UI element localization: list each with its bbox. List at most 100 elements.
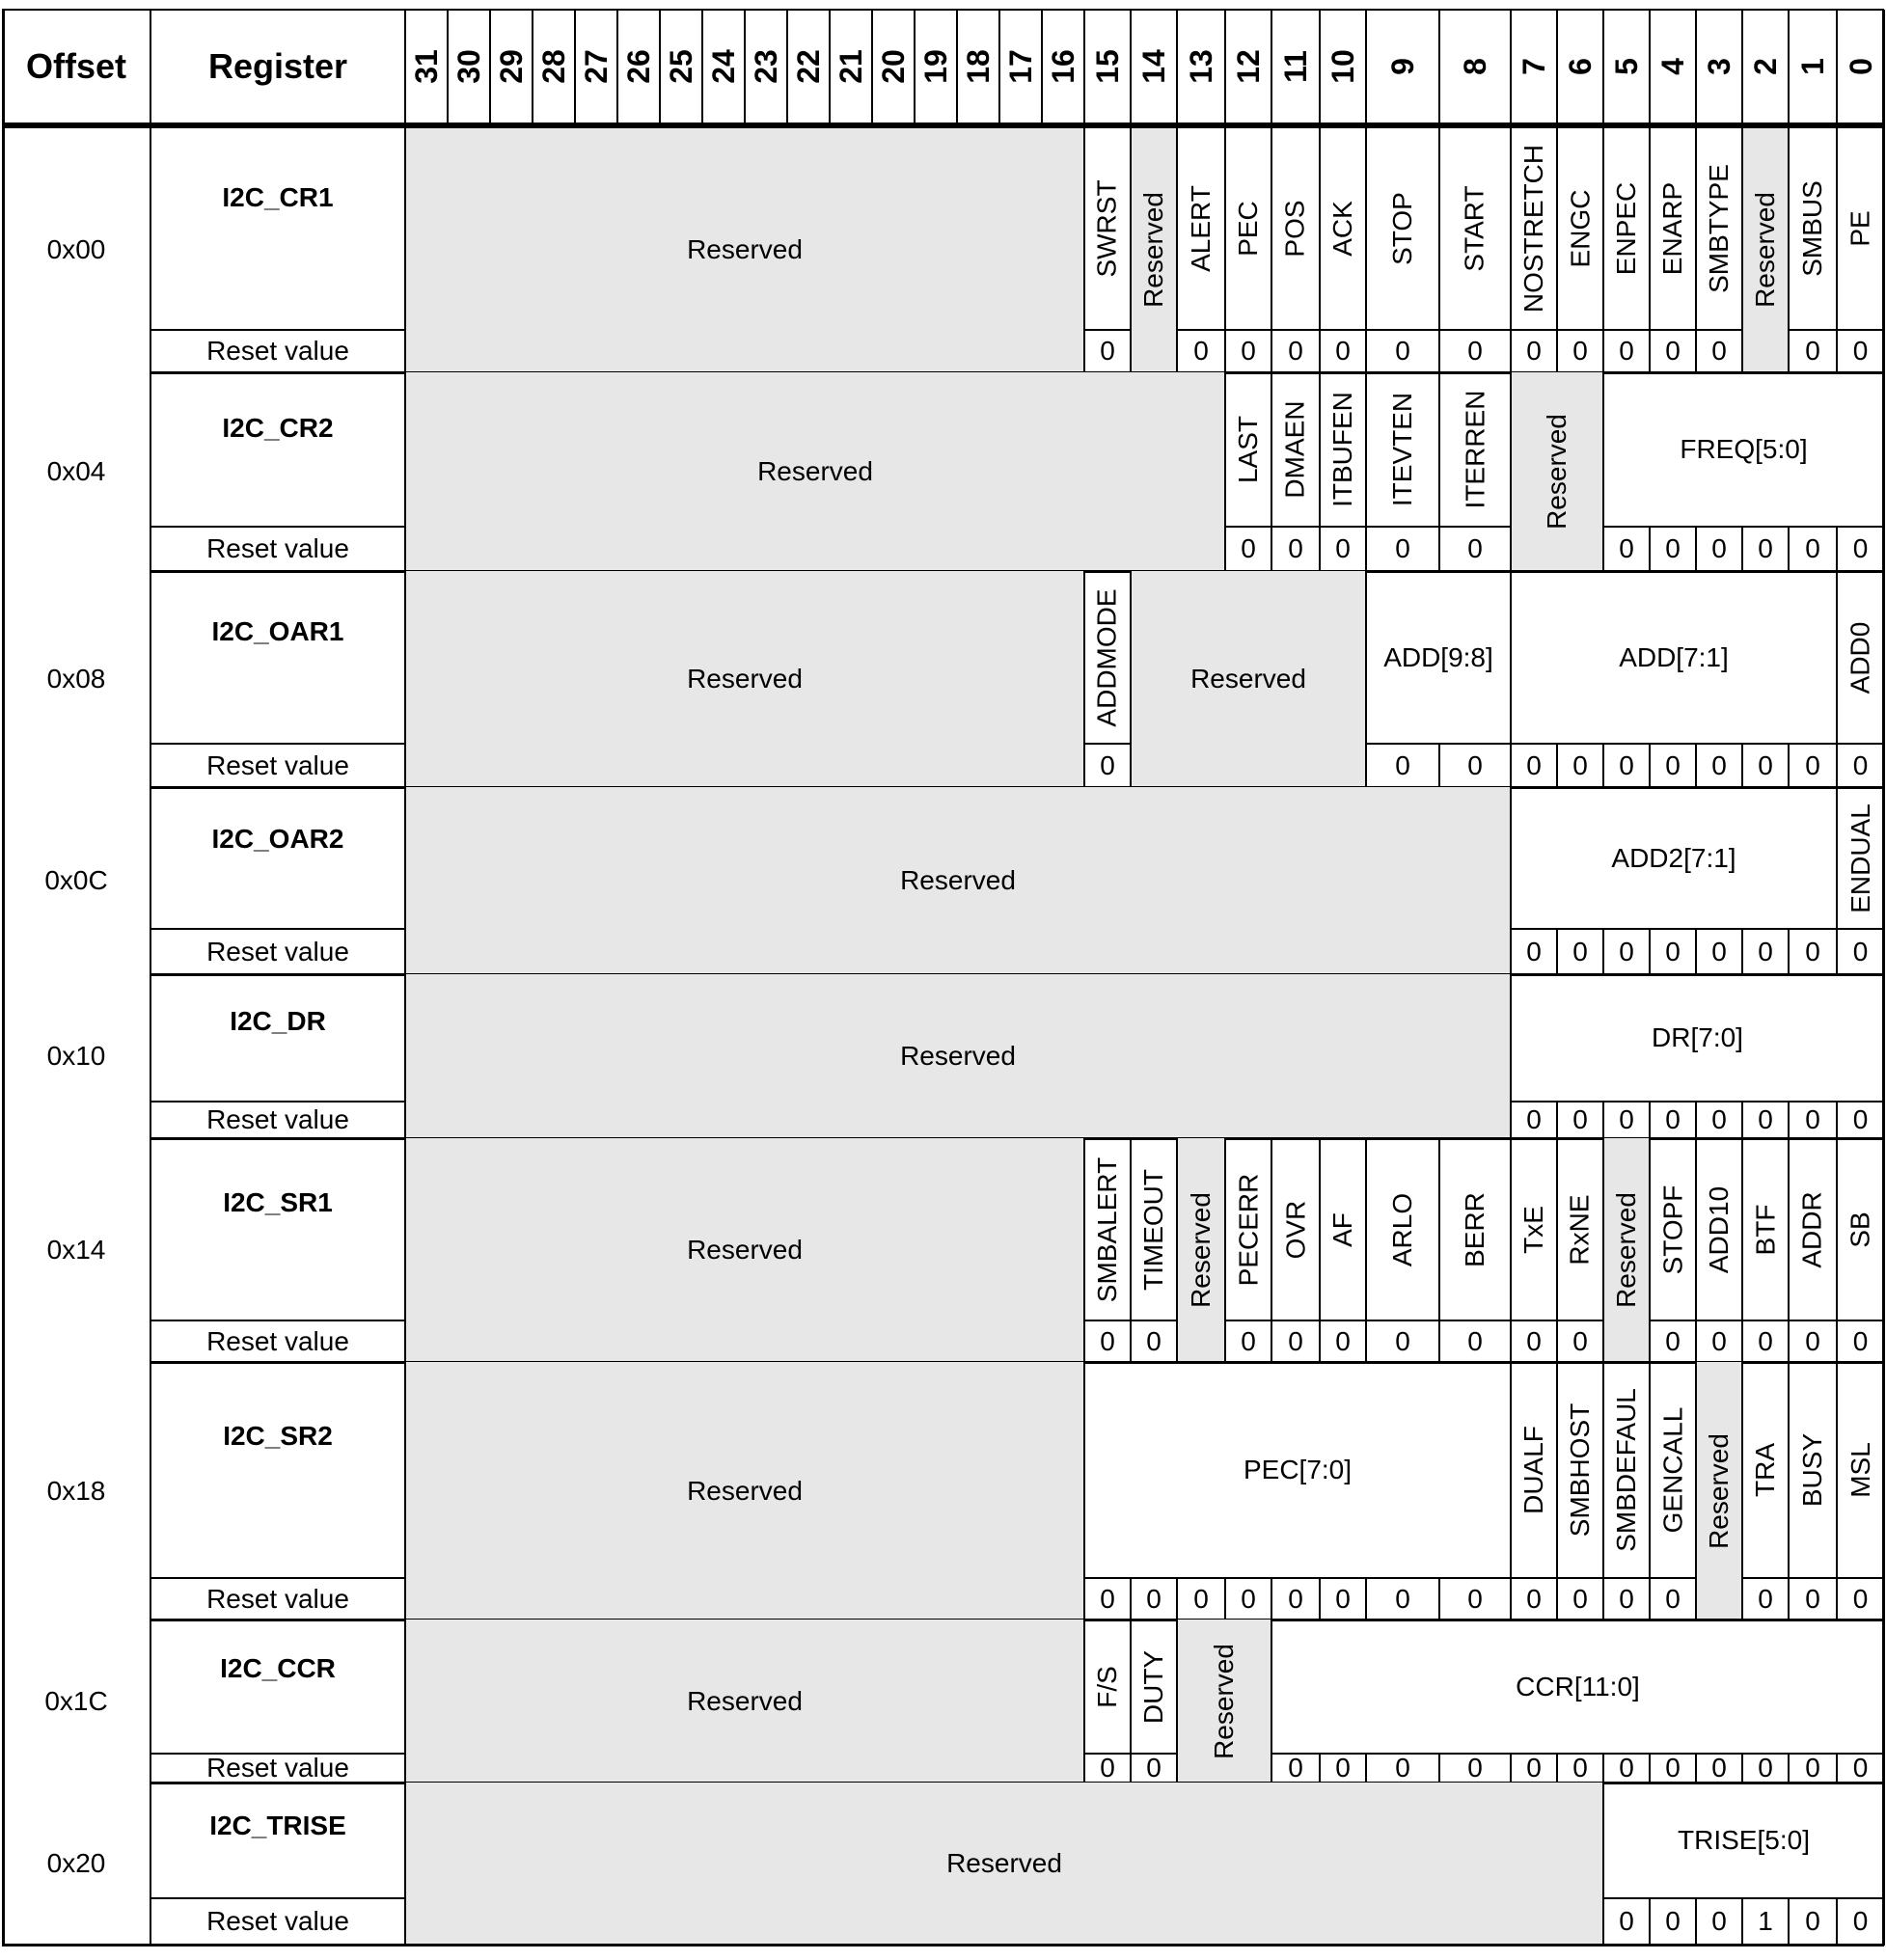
register-i2c-trise-field-reserved: Reserved (946, 1848, 1062, 1878)
register-i2c-sr1-field-berr: BERR (1439, 1138, 1511, 1320)
register-i2c-sr2-field-tra-text: TRA (1750, 1443, 1780, 1497)
field-border (1271, 372, 1272, 571)
register-i2c-cr1-field-alert: ALERT (1177, 127, 1225, 330)
bit-border (1788, 527, 1790, 571)
register-i2c-sr1-field-sb-text: SB (1845, 1211, 1875, 1248)
reset-separator (1650, 1320, 1696, 1321)
register-i2c-trise-reset-bit-5: 0 (1619, 1906, 1634, 1936)
register-i2c-sr1-field-reserved-text: Reserved (1186, 1192, 1216, 1308)
reset-separator (150, 1577, 405, 1579)
bit-number-23-text: 23 (749, 49, 783, 84)
register-i2c-sr2-field-msl-text: MSL (1845, 1442, 1875, 1498)
register-i2c-ccr-reset-bit-6: 0 (1572, 1753, 1588, 1783)
register-i2c-sr1-field-reserved-text: Reserved (1611, 1192, 1641, 1308)
bit-number-17: 17 (999, 10, 1042, 123)
bit-border (1649, 527, 1651, 571)
header-bit-border (914, 10, 916, 123)
register-i2c-cr1-reset-bit-9: 0 (1395, 336, 1410, 366)
register-i2c-sr1-offset: 0x14 (46, 1235, 106, 1265)
bit-number-30-text: 30 (451, 49, 486, 84)
reset-separator (1742, 1320, 1789, 1321)
register-i2c-cr1-name: I2C_CR1 (222, 182, 334, 213)
register-i2c-sr2-field-smbdefaul-text: SMBDEFAUL (1611, 1388, 1642, 1552)
register-i2c-cr1-reset-label: Reset value (206, 336, 349, 366)
register-i2c-cr1-field-engc: ENGC (1557, 127, 1603, 330)
register-i2c-trise-reserved-area (405, 1783, 1603, 1945)
register-i2c-sr2-reset-label: Reset value (206, 1583, 349, 1614)
header-bit-border (489, 10, 491, 123)
bit-number-25: 25 (660, 10, 702, 123)
reset-separator (150, 526, 405, 528)
bit-border (1319, 1578, 1321, 1620)
bit-number-24-text: 24 (706, 49, 741, 84)
register-i2c-sr2-reset-bit-11: 0 (1288, 1583, 1303, 1614)
field-border (1365, 127, 1367, 372)
bit-number-30: 30 (448, 10, 490, 123)
field-border (1788, 1362, 1790, 1620)
bit-number-8: 8 (1439, 10, 1511, 123)
bit-border (1741, 527, 1743, 571)
register-i2c-cr1-field-smbtype-text: SMBTYPE (1704, 164, 1734, 293)
reset-separator (1603, 1897, 1884, 1899)
bit-number-23: 23 (745, 10, 787, 123)
register-i2c-cr2-reset-bit-0: 0 (1852, 533, 1869, 563)
header-bit-border (1319, 10, 1321, 123)
register-i2c-sr2-reset-bit-6: 0 (1572, 1583, 1588, 1614)
register-i2c-cr1-reset-bit-7: 0 (1526, 336, 1542, 366)
register-i2c-sr1-reset-bit-8: 0 (1467, 1325, 1483, 1356)
field-border (1649, 127, 1651, 372)
bit-number-29-text: 29 (494, 49, 529, 84)
register-i2c-oar1-reset-bit-3: 0 (1711, 749, 1727, 780)
register-i2c-cr1-field-smbus: SMBUS (1789, 127, 1837, 330)
reset-separator (1366, 329, 1439, 331)
field-border (1365, 571, 1367, 787)
register-i2c-oar1-field-addmode: ADDMODE (1084, 571, 1131, 744)
field-border (1556, 127, 1558, 372)
bit-number-7-text: 7 (1516, 58, 1551, 75)
register-i2c-sr1-reset-bit-10: 0 (1335, 1325, 1351, 1356)
bit-number-31: 31 (405, 10, 448, 123)
register-i2c-sr1-reset-bit-15: 0 (1100, 1325, 1115, 1356)
reset-separator (1511, 928, 1837, 930)
register-i2c-oar2-field-reserved: Reserved (900, 865, 1016, 895)
bit-number-28: 28 (533, 10, 575, 123)
field-border (1510, 974, 1512, 1138)
register-i2c-trise-offset: 0x20 (46, 1848, 106, 1878)
bit-number-16: 16 (1042, 10, 1084, 123)
header-bit-border (1741, 10, 1743, 123)
reset-separator (1320, 526, 1366, 528)
reset-separator (1837, 1577, 1884, 1579)
register-i2c-dr-field-dr-7-0: DR[7:0] (1652, 1022, 1743, 1052)
register-i2c-sr2-reset-bit-7: 0 (1526, 1583, 1542, 1614)
register-i2c-oar2-name: I2C_OAR2 (211, 823, 344, 854)
bit-border (1649, 1102, 1651, 1138)
field-border (1695, 1362, 1697, 1620)
register-i2c-sr1-field-arlo: ARLO (1366, 1138, 1439, 1320)
reset-separator (1557, 1577, 1603, 1579)
bit-border (1510, 1754, 1512, 1783)
reset-separator (1557, 1320, 1603, 1321)
bit-border (1836, 527, 1838, 571)
register-i2c-cr2-reset-bit-3: 0 (1711, 533, 1727, 563)
bit-border (1438, 1754, 1440, 1783)
register-i2c-cr1-field-reserved-text: Reserved (1138, 192, 1168, 308)
register-i2c-cr1-reset-bit-13: 0 (1193, 336, 1209, 366)
reset-separator (150, 1320, 405, 1321)
header-bit-border (616, 10, 618, 123)
register-i2c-cr2-reset-bit-12: 0 (1241, 533, 1256, 563)
register-i2c-cr1-reserved-area (405, 127, 1084, 372)
register-i2c-oar1-field-add0: ADD0 (1837, 571, 1884, 744)
bit-border (1649, 1898, 1651, 1945)
register-i2c-sr2-reserved-area (405, 1362, 1084, 1620)
register-i2c-ccr-reset-bit-8: 0 (1467, 1753, 1483, 1783)
register-i2c-sr1-reserved-area (1603, 1138, 1650, 1362)
bit-border (1741, 1898, 1743, 1945)
header-bit-border (829, 10, 831, 123)
bit-number-20: 20 (872, 10, 915, 123)
reset-separator (1439, 526, 1511, 528)
register-i2c-ccr-reset-bit-15: 0 (1100, 1753, 1115, 1783)
header-bit-border (1176, 10, 1178, 123)
register-i2c-dr-reset-label: Reset value (206, 1104, 349, 1134)
register-i2c-sr2-reset-bit-4: 0 (1665, 1583, 1681, 1614)
bit-number-15: 15 (1084, 10, 1131, 123)
